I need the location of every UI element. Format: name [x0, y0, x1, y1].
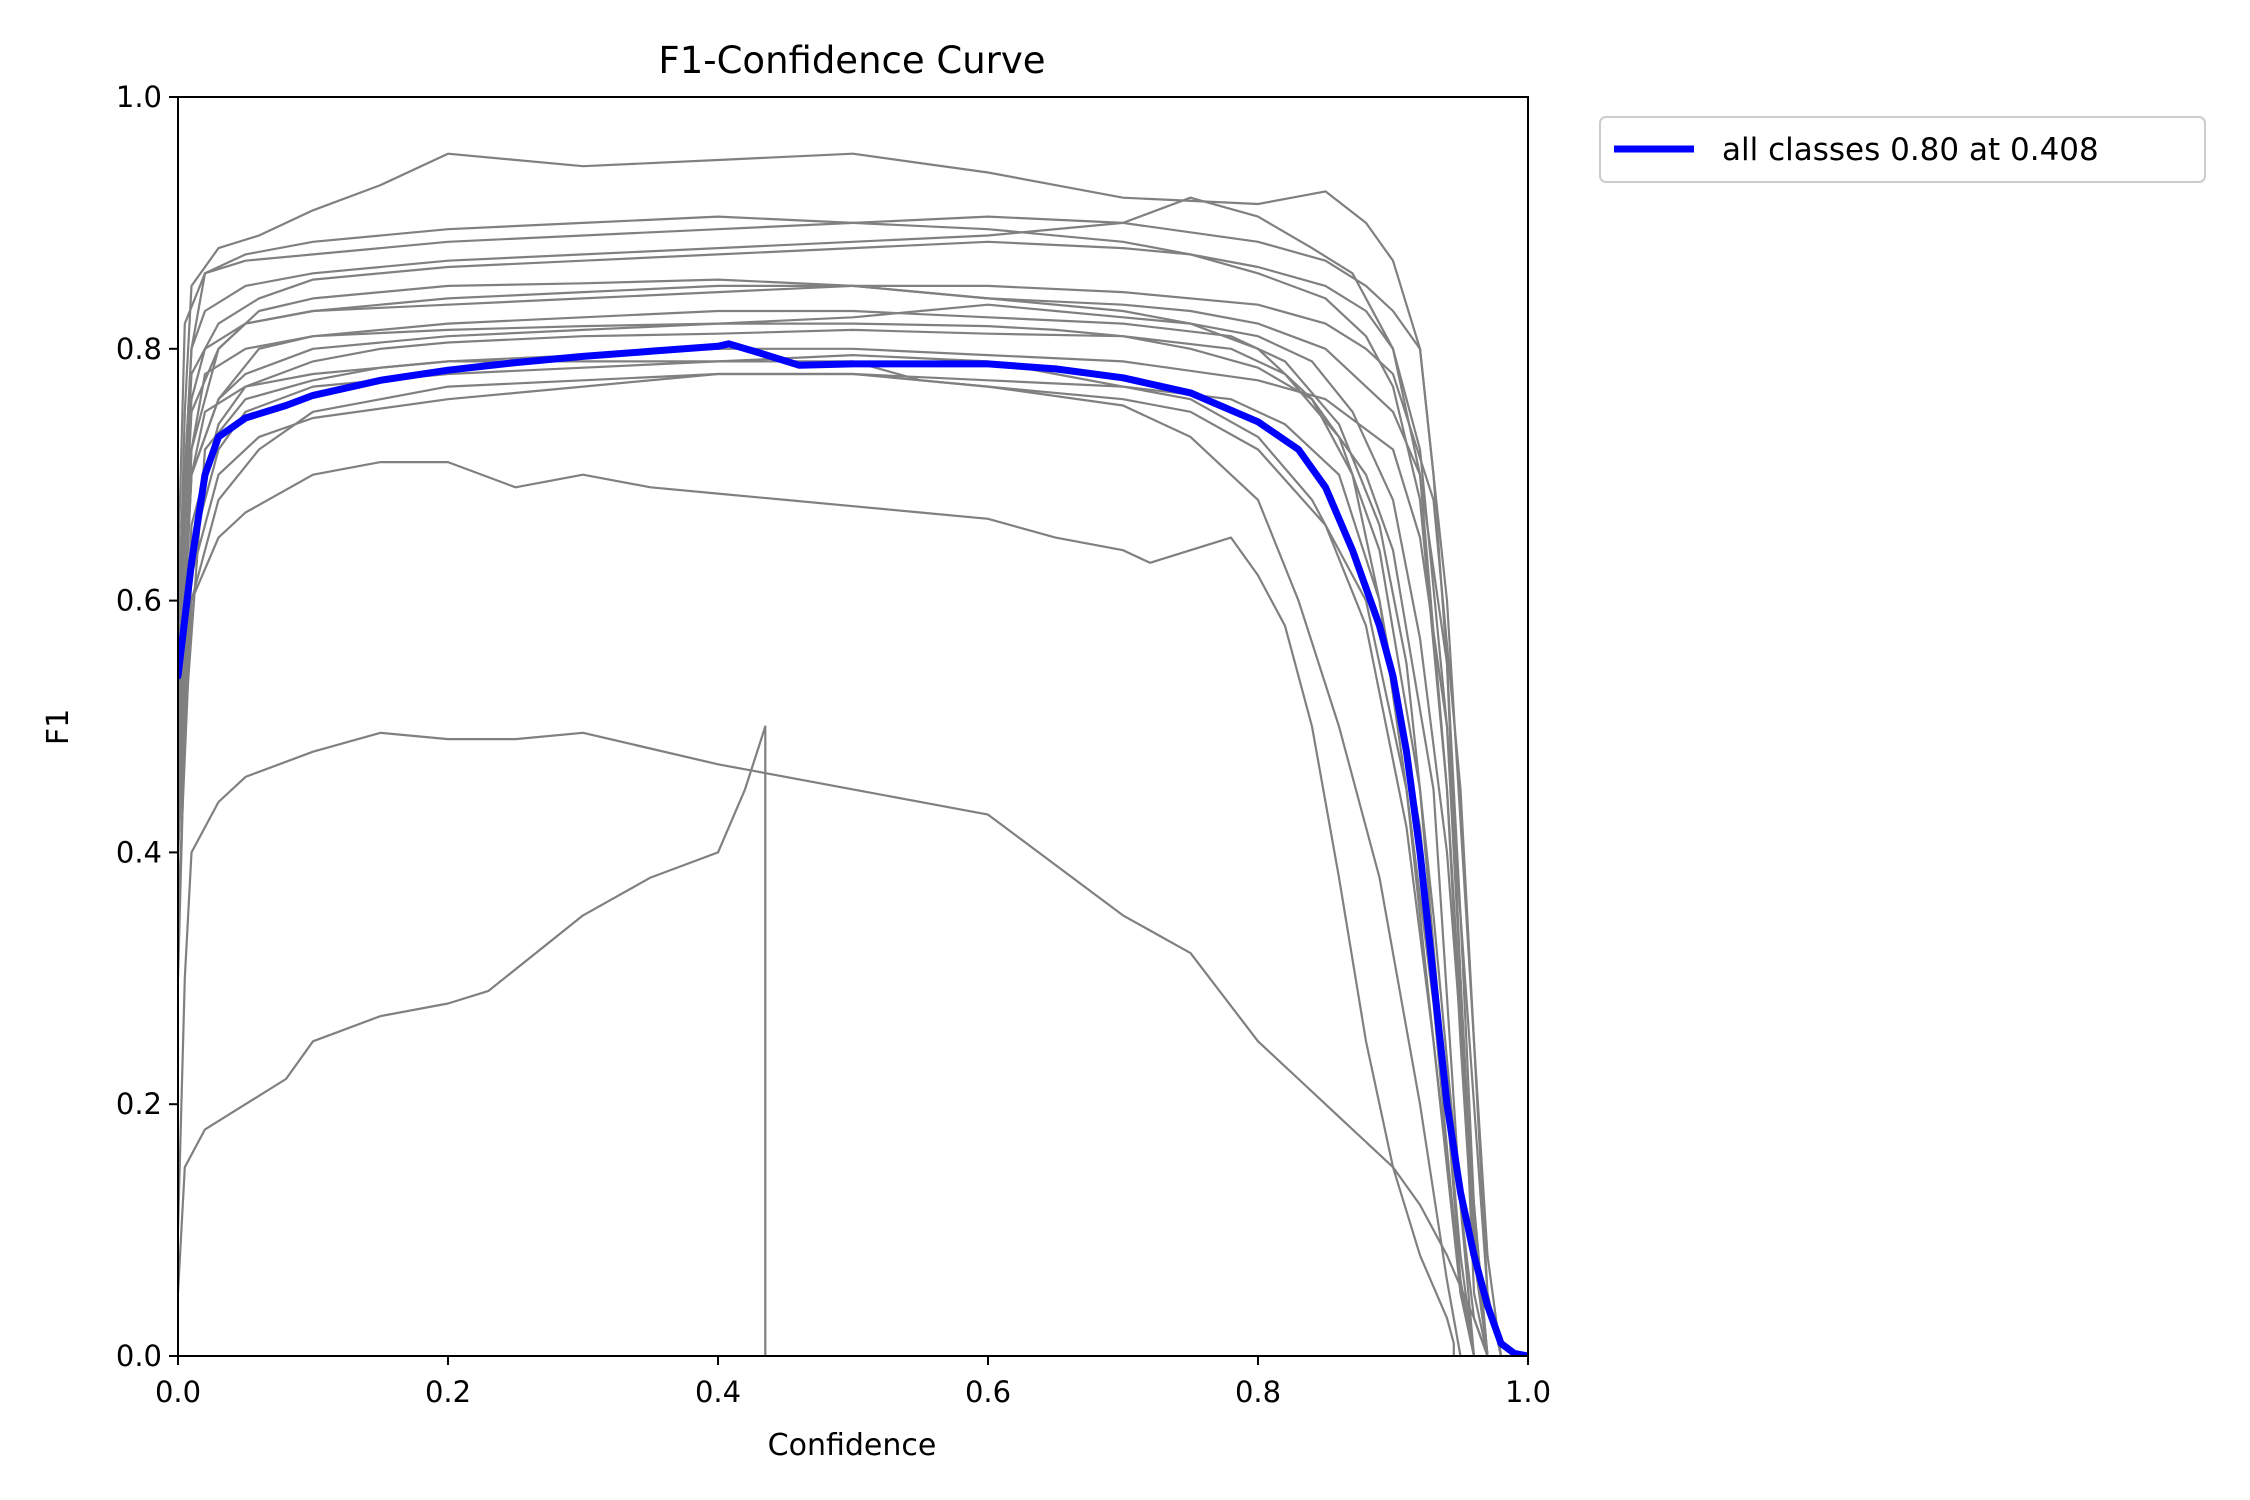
series-line-class-6	[178, 347, 1503, 1356]
series-line-class-20	[178, 360, 1476, 1356]
series-line-class-3	[178, 278, 1476, 1356]
y-axis: 0.0 0.2 0.4 0.6 0.8 1.0	[116, 80, 178, 1373]
x-axis-label: Confidence	[768, 1428, 937, 1463]
plot-area	[178, 152, 1528, 1356]
legend-label-all-classes: all classes 0.80 at 0.408	[1722, 132, 2099, 168]
x-tick-label: 0.2	[425, 1375, 471, 1409]
x-tick-label: 0.4	[695, 1375, 741, 1409]
y-axis-label: F1	[41, 709, 76, 745]
y-tick-label: 0.2	[116, 1087, 162, 1121]
plot-frame	[177, 96, 1529, 1357]
x-axis: 0.0 0.2 0.4 0.6 0.8 1.0	[155, 1356, 1551, 1409]
x-tick-label: 0.0	[155, 1375, 201, 1409]
series-line-class-18	[178, 328, 1476, 1356]
x-tick-label: 0.6	[965, 1375, 1011, 1409]
chart-title: F1-Confidence Curve	[658, 39, 1045, 82]
y-tick-label: 0.8	[116, 332, 162, 366]
series-line-class-16	[178, 322, 1476, 1356]
x-tick-label: 1.0	[1505, 1375, 1551, 1409]
series-line-all-classes	[178, 340, 1528, 1356]
series-line-class-15	[178, 240, 1489, 1356]
series-line-class-9	[178, 461, 1455, 1356]
y-tick-label: 0.4	[116, 835, 162, 869]
series-line-class-4	[178, 309, 1489, 1356]
series-line-class-8	[178, 725, 767, 1356]
legend-box	[1599, 116, 2206, 183]
y-tick-label: 1.0	[116, 80, 162, 114]
series-lines	[178, 152, 1528, 1356]
y-tick-label: 0.0	[116, 1339, 162, 1373]
series-line-class-13	[178, 303, 1489, 1356]
series-line-class-19	[178, 284, 1503, 1356]
series-line-class-7	[178, 731, 1489, 1356]
x-tick-label: 0.8	[1235, 1375, 1281, 1409]
y-tick-label: 0.6	[116, 584, 162, 618]
legend: all classes 0.80 at 0.408	[1599, 116, 2206, 183]
